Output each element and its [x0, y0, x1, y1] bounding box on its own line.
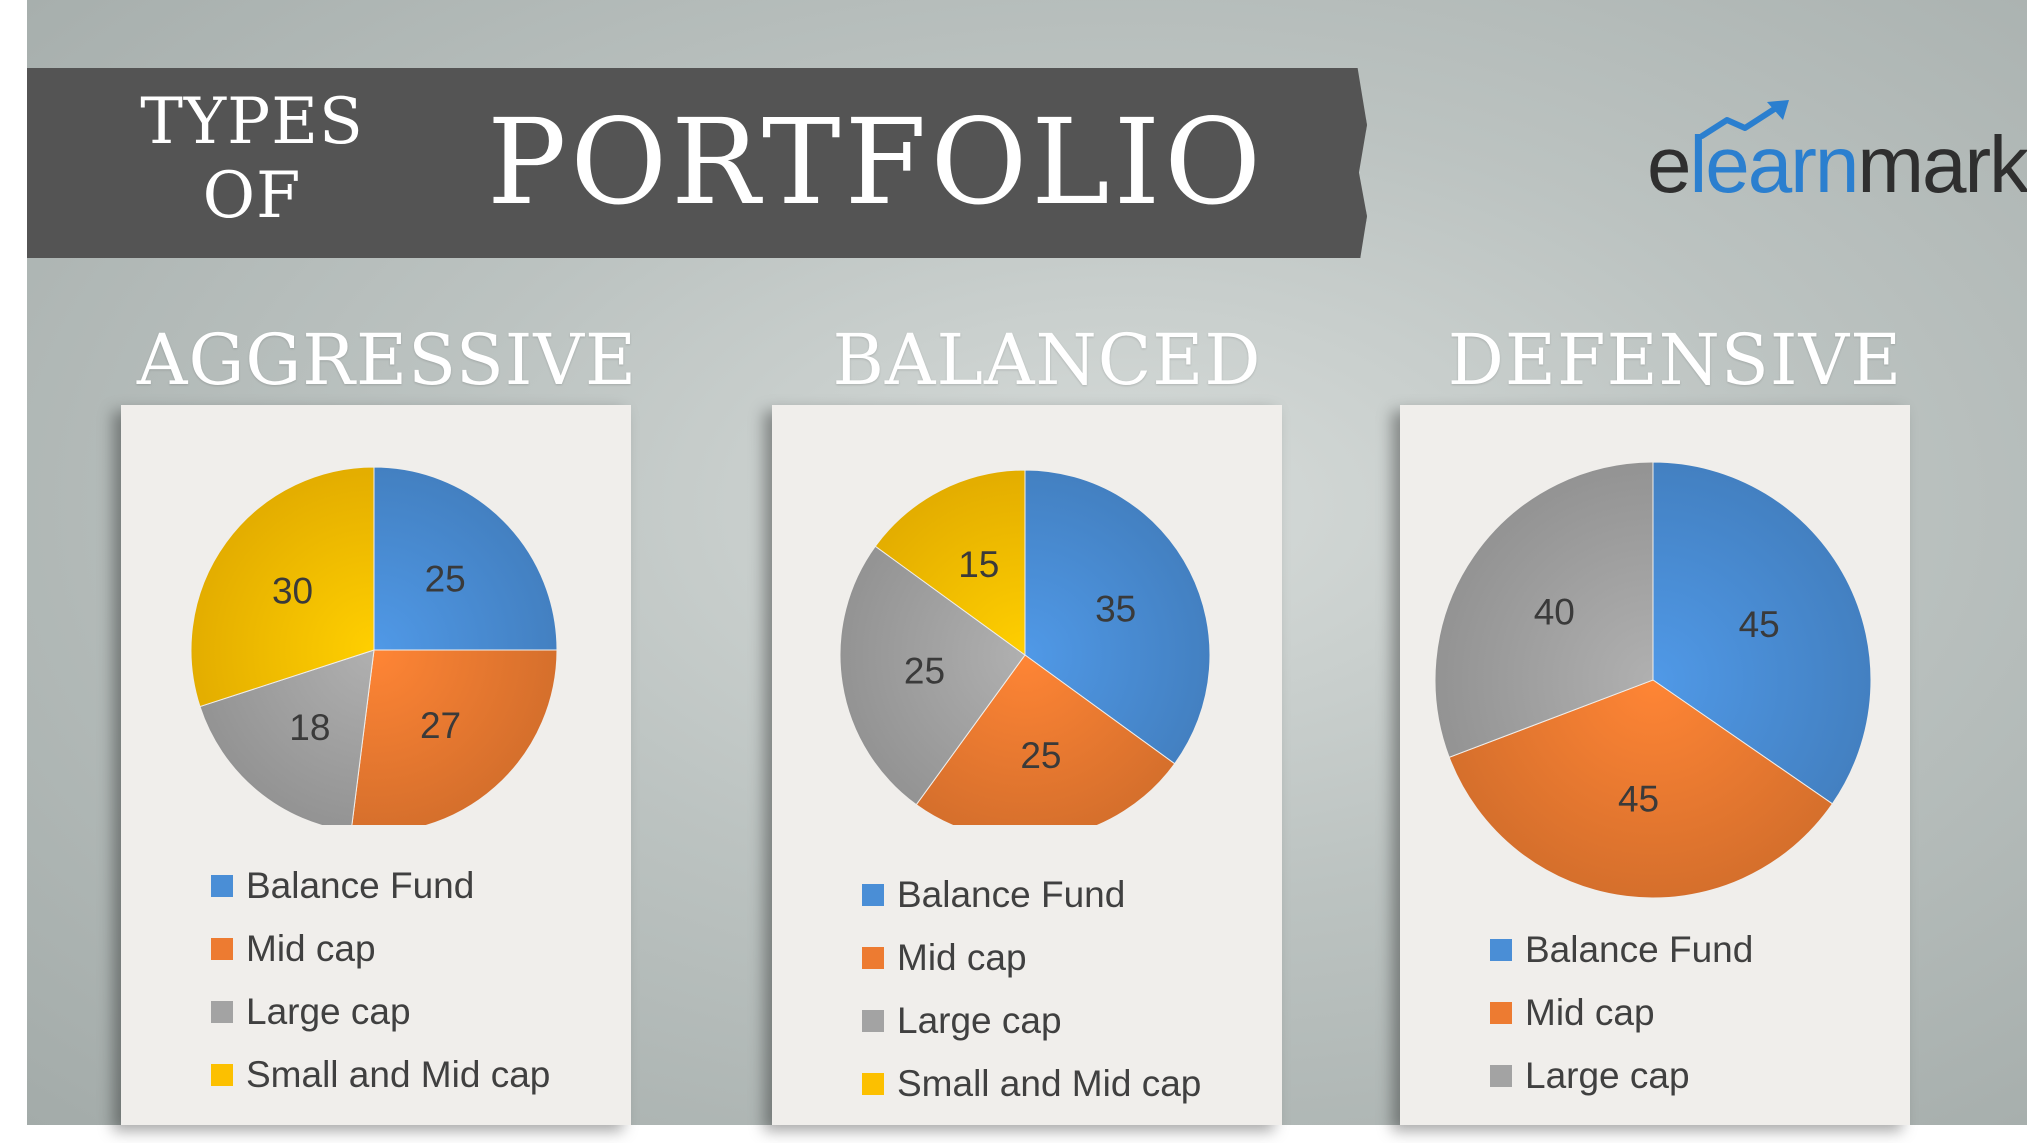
legend-item-balance-fund: Balance Fund	[862, 863, 1201, 926]
pie-slice-mid-cap	[1448, 679, 1834, 899]
legend-label: Balance Fund	[1525, 928, 1754, 970]
legend-swatch	[862, 1009, 884, 1032]
balanced-chart-panel: 35 25 25 15 Balance Fund Mid cap Large cap Sma…	[772, 405, 1282, 1125]
data-label-mid-cap: 45	[1618, 779, 1659, 820]
logo-wordmark: elearnmarkets	[1647, 120, 2027, 210]
legend-swatch	[1490, 1001, 1512, 1024]
pie-slice-large-cap	[839, 545, 1026, 806]
balanced-pie: 35 25 25 15	[839, 469, 1211, 825]
pie-slice-large-cap	[199, 649, 375, 825]
balanced-title: BALANCED	[832, 319, 1262, 401]
legend-item-small-and-mid-cap: Small and Mid cap	[211, 1043, 550, 1106]
data-label-mid-cap: 27	[420, 705, 461, 746]
defensive-legend: Balance Fund Mid cap Large cap	[1490, 918, 1753, 1107]
logo-part-learn: learn	[1689, 120, 1860, 209]
legend-swatch	[862, 1072, 884, 1095]
aggressive-pie: 25 27 18 30	[190, 466, 558, 825]
data-label-balance-fund: 35	[1095, 588, 1136, 629]
data-label-balance-fund: 25	[425, 558, 466, 599]
data-label-large-cap: 25	[904, 650, 945, 691]
legend-label: Small and Mid cap	[897, 1062, 1202, 1104]
legend-label: Small and Mid cap	[246, 1053, 551, 1095]
pie-slice-mid-cap	[915, 654, 1176, 825]
page-title: PORTFOLIO	[487, 93, 1265, 231]
elearnmarkets-logo: elearnmarkets	[1647, 100, 2027, 210]
legend-swatch	[1490, 1064, 1512, 1087]
legend-label: Large cap	[246, 990, 411, 1032]
legend-item-large-cap: Large cap	[862, 989, 1201, 1052]
of-text: OF	[202, 159, 302, 233]
data-label-balance-fund: 45	[1739, 604, 1780, 645]
defensive-chart-panel: 45 45 40 Balance Fund Mid cap Large cap	[1400, 405, 1910, 1125]
balanced-legend: Balance Fund Mid cap Large cap Small and Mi…	[862, 863, 1201, 1115]
legend-item-mid-cap: Mid cap	[862, 926, 1201, 989]
legend-label: Mid cap	[1525, 991, 1655, 1033]
pie-slice-balance-fund	[373, 466, 558, 651]
pie-slice-balance-fund	[1652, 461, 1872, 805]
legend-label: Large cap	[1525, 1054, 1690, 1096]
data-label-small-and-mid-cap: 15	[958, 544, 999, 585]
data-label-mid-cap: 25	[1020, 735, 1061, 776]
legend-item-large-cap: Large cap	[211, 980, 550, 1043]
aggressive-chart-panel: 25 27 18 30 Balance Fund Mid cap Large cap Sma…	[121, 405, 631, 1125]
legend-swatch	[211, 1000, 233, 1023]
trend-arrow-icon	[1699, 100, 1789, 139]
pie-slice-small-and-mid-cap	[190, 466, 375, 708]
aggressive-title: AGGRESSIVE	[136, 319, 638, 401]
legend-item-mid-cap: Mid cap	[211, 917, 550, 980]
pie-slice-large-cap	[1434, 461, 1654, 758]
legend-item-small-and-mid-cap: Small and Mid cap	[862, 1052, 1201, 1115]
data-label-large-cap: 40	[1534, 591, 1575, 632]
legend-item-mid-cap: Mid cap	[1490, 981, 1753, 1044]
data-label-small-and-mid-cap: 30	[272, 570, 313, 611]
data-label-large-cap: 18	[289, 707, 330, 748]
legend-swatch	[1490, 938, 1512, 961]
legend-swatch	[862, 883, 884, 906]
legend-item-large-cap: Large cap	[1490, 1044, 1753, 1107]
defensive-title: DEFENSIVE	[1447, 319, 1903, 401]
legend-swatch	[862, 946, 884, 969]
legend-label: Large cap	[897, 999, 1062, 1041]
aggressive-legend: Balance Fund Mid cap Large cap Small and Mi…	[211, 854, 550, 1106]
legend-label: Balance Fund	[246, 864, 475, 906]
legend-swatch	[211, 1063, 233, 1086]
defensive-pie: 45 45 40	[1434, 461, 1872, 899]
logo-part-e: e	[1647, 120, 1691, 209]
pie-slice-mid-cap	[351, 649, 558, 825]
logo-part-markets: markets	[1857, 120, 2027, 209]
legend-swatch	[211, 937, 233, 960]
header-subtitle: TYPES OF	[137, 85, 367, 233]
slide-background: TYPES OF PORTFOLIO elearnmarkets AGGRESS…	[27, 0, 2027, 1125]
types-text: TYPES	[140, 85, 364, 159]
pie-slice-balance-fund	[1024, 469, 1211, 765]
legend-item-balance-fund: Balance Fund	[211, 854, 550, 917]
legend-item-balance-fund: Balance Fund	[1490, 918, 1753, 981]
legend-label: Mid cap	[246, 927, 376, 969]
legend-label: Mid cap	[897, 936, 1027, 978]
pie-slice-small-and-mid-cap	[874, 469, 1026, 656]
legend-swatch	[211, 874, 233, 897]
title-banner	[27, 68, 1367, 258]
legend-label: Balance Fund	[897, 873, 1126, 915]
